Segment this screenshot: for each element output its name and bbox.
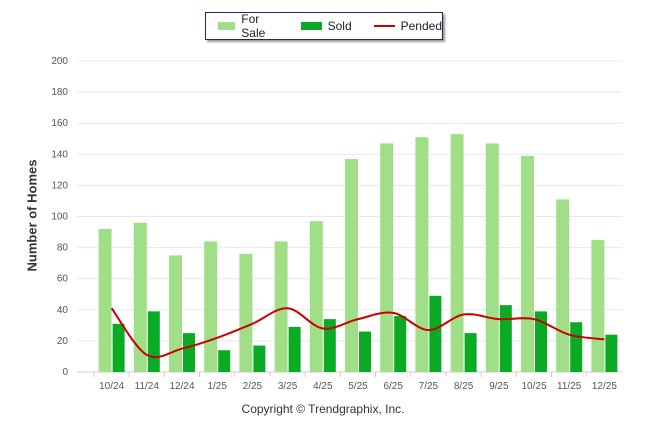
y-tick-label: 80 <box>57 243 69 254</box>
bar-sold <box>429 295 442 372</box>
bar-sold <box>147 311 160 372</box>
x-tick-label: 4/25 <box>313 381 333 392</box>
x-tick-label: 12/24 <box>169 381 194 392</box>
x-tick-label: 9/25 <box>489 381 509 392</box>
bar-sold <box>359 331 371 372</box>
copyright: Copyright © Trendgraphix, Inc. <box>241 402 405 416</box>
legend-label: For Sale <box>241 12 266 40</box>
y-tick-label: 160 <box>51 118 68 129</box>
legend-label: Pended <box>400 19 442 33</box>
bar-for-sale <box>450 134 464 372</box>
bar-for-sale <box>98 228 112 372</box>
legend: For Sale Sold Pended <box>205 12 443 40</box>
x-tick-label: 11/25 <box>557 381 582 392</box>
bar-sold <box>570 322 583 372</box>
bar-for-sale <box>485 143 499 372</box>
x-tick-label: 6/25 <box>383 381 403 392</box>
bar-sold <box>464 333 477 372</box>
y-tick-label: 180 <box>51 87 68 98</box>
y-tick-label: 60 <box>57 274 69 285</box>
bar-sold <box>535 311 547 372</box>
x-tick-label: 10/24 <box>99 381 124 392</box>
bar-for-sale <box>169 255 182 372</box>
y-tick-label: 140 <box>51 149 68 160</box>
y-tick-label: 0 <box>62 367 68 378</box>
legend-swatch <box>300 22 322 30</box>
legend-item-sold[interactable]: Sold <box>300 19 352 33</box>
x-tick-label: 2/25 <box>243 381 263 392</box>
legend-line <box>373 25 395 27</box>
bar-for-sale <box>204 241 218 372</box>
x-tick-label: 11/24 <box>135 381 160 392</box>
bar-for-sale <box>133 222 147 372</box>
x-tick-label: 8/25 <box>454 381 474 392</box>
bar-sold <box>253 345 266 372</box>
bar-sold <box>605 334 618 372</box>
bar-for-sale <box>274 241 288 372</box>
bar-for-sale <box>556 199 570 372</box>
y-tick-label: 20 <box>57 336 69 347</box>
legend-item-for-sale[interactable]: For Sale <box>218 12 279 40</box>
x-tick-label: 1/25 <box>207 381 227 392</box>
x-tick-label: 7/25 <box>419 381 439 392</box>
y-tick-label: 120 <box>51 180 68 191</box>
bar-sold <box>218 350 231 372</box>
x-tick-label: 3/25 <box>278 381 298 392</box>
x-tick-label: 5/25 <box>348 381 368 392</box>
y-tick-label: 200 <box>51 56 68 67</box>
bar-sold <box>112 323 125 372</box>
bar-sold <box>183 333 195 372</box>
bar-for-sale <box>309 221 323 372</box>
bar-sold <box>323 319 336 372</box>
bar-sold <box>288 326 301 372</box>
legend-swatch <box>218 22 236 30</box>
bar-for-sale <box>345 158 358 372</box>
bar-for-sale <box>239 253 253 372</box>
y-tick-label: 100 <box>51 212 68 223</box>
bar-for-sale <box>591 239 605 372</box>
x-tick-label: 12/25 <box>592 381 617 392</box>
line-pended <box>110 307 605 359</box>
bar-sold <box>499 305 512 372</box>
bar-sold <box>394 316 407 372</box>
legend-item-pended[interactable]: Pended <box>373 19 442 33</box>
legend-label: Sold <box>327 19 352 33</box>
bar-for-sale <box>521 155 534 372</box>
bar-for-sale <box>415 137 429 372</box>
y-tick-label: 40 <box>57 305 69 316</box>
bar-for-sale <box>380 143 394 372</box>
x-tick-label: 10/25 <box>521 381 546 392</box>
